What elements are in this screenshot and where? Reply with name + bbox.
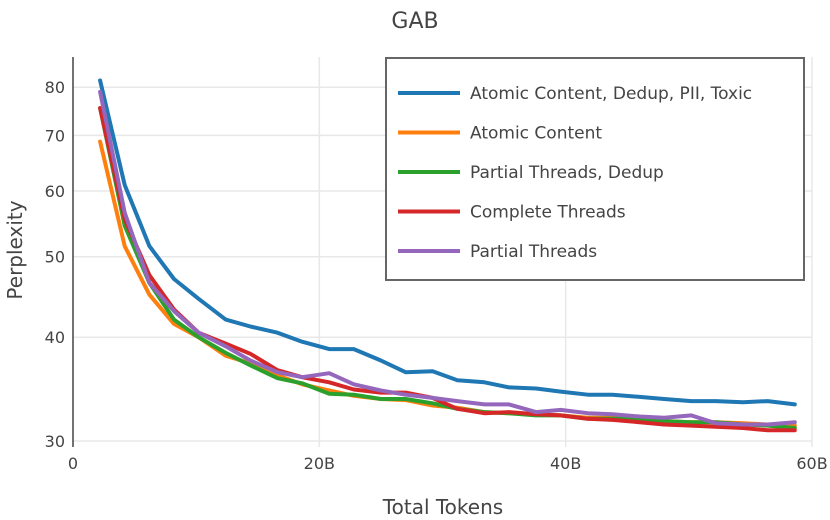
y-tick-label: 50: [45, 248, 65, 267]
y-tick-labels: 30 40 50 60 70 80: [45, 78, 65, 451]
x-tick-label: 0: [68, 454, 78, 473]
x-axis-title: Total Tokens: [382, 495, 503, 519]
x-tick-label: 40B: [550, 454, 581, 473]
series-line-3: [98, 106, 797, 430]
legend-label: Atomic Content, Dedup, PII, Toxic: [470, 84, 752, 104]
y-tick-label: 70: [45, 126, 65, 145]
legend: Atomic Content, Dedup, PII, Toxic Atomic …: [385, 57, 805, 281]
legend-label: Partial Threads: [470, 242, 597, 262]
series-layer: [98, 78, 797, 433]
x-tick-labels: 0 20B 40B 60B: [68, 454, 828, 473]
x-tick-label: 20B: [304, 454, 335, 473]
y-tick-label: 60: [45, 182, 65, 201]
series-line-5: [98, 89, 797, 427]
legend-label: Atomic Content: [470, 124, 602, 144]
y-axis-title: Perplexity: [3, 200, 27, 299]
legend-items: Atomic Content, Dedup, PII, Toxic Atomic …: [398, 84, 752, 262]
legend-label: Complete Threads: [470, 203, 626, 223]
legend-label: Partial Threads, Dedup: [470, 163, 664, 183]
y-tick-label: 80: [45, 78, 65, 97]
chart-title: GAB: [391, 9, 438, 34]
y-tick-label: 40: [45, 328, 65, 347]
y-tick-label: 30: [45, 432, 65, 451]
x-tick-label: 60B: [796, 454, 827, 473]
series-line-1: [98, 78, 797, 407]
